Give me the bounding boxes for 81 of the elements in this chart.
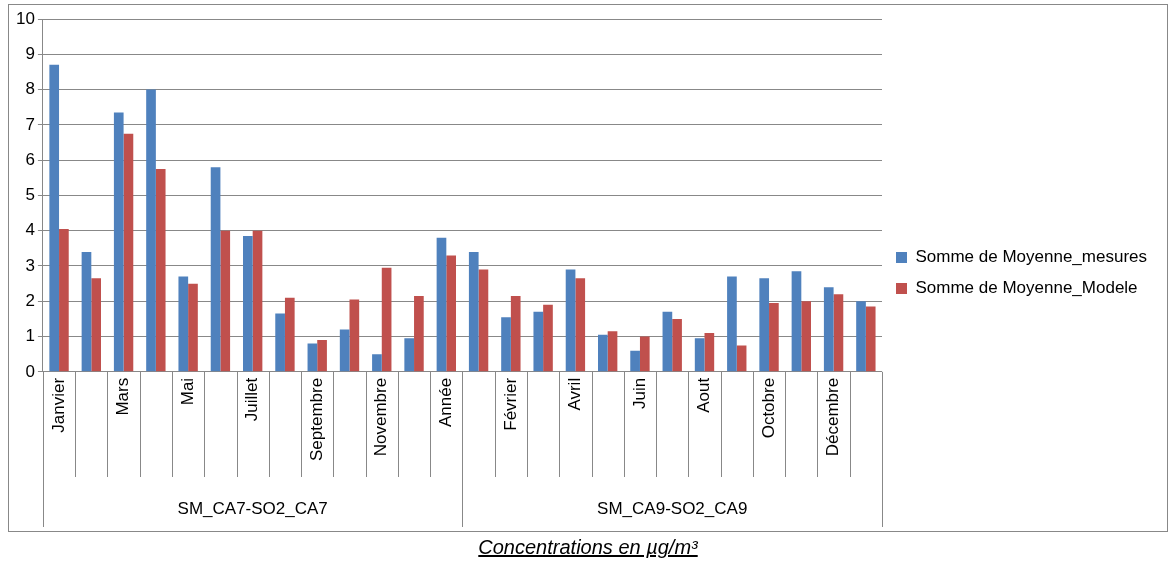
bar [769, 303, 779, 372]
bar [372, 354, 382, 372]
bar [607, 331, 618, 372]
bar [113, 112, 124, 372]
bar [436, 237, 447, 372]
bar [672, 318, 682, 372]
bar [252, 230, 263, 372]
bar [381, 267, 392, 372]
x-tick-label: Avril [565, 377, 585, 411]
x-tick-label: Janvier [48, 377, 68, 433]
bar [501, 317, 511, 372]
bar [801, 301, 811, 372]
bar [49, 64, 60, 372]
bar [823, 287, 834, 372]
bar [736, 345, 747, 372]
bar [662, 311, 673, 372]
bar [865, 306, 876, 372]
bar [639, 336, 650, 372]
y-tick-label: 6 [25, 149, 35, 169]
x-tick-label: Octobre [758, 377, 778, 439]
bar [220, 230, 231, 372]
x-tick-label: Février [500, 377, 520, 431]
y-tick-label: 4 [25, 220, 35, 240]
bar [414, 295, 424, 372]
x-tick-label: Décembre [823, 377, 843, 457]
bar [446, 255, 456, 372]
bar [210, 167, 221, 372]
x-tick-label: Juin [629, 377, 649, 410]
y-tick-label: 9 [25, 43, 35, 63]
bar [317, 340, 327, 372]
bar [575, 278, 586, 372]
bar [123, 133, 134, 372]
bar [704, 333, 715, 372]
bar [791, 271, 802, 372]
legend-label: Somme de Moyenne_mesures [915, 247, 1148, 267]
bar [856, 301, 866, 372]
bar [91, 278, 101, 372]
bar [243, 236, 253, 372]
x-tick-label: Année [436, 377, 456, 428]
bar [146, 89, 156, 372]
x-tick-label: Aout [694, 377, 714, 413]
y-tick-label: 10 [15, 8, 35, 28]
bar [349, 299, 360, 372]
bar [59, 228, 69, 372]
bar [275, 313, 285, 372]
x-tick-label: Mars [113, 377, 133, 416]
y-tick-label: 5 [25, 185, 35, 205]
bar [833, 294, 844, 372]
bar [533, 311, 544, 372]
bar [307, 343, 318, 372]
bar [598, 334, 608, 372]
y-tick-label: 2 [25, 290, 35, 310]
y-tick-label: 3 [25, 255, 35, 275]
bar [727, 276, 737, 372]
bar [468, 251, 479, 372]
legend-label: Somme de Moyenne_Modele [915, 278, 1138, 298]
y-tick-label: 0 [25, 361, 35, 381]
y-tick-label: 7 [25, 114, 35, 134]
bar [81, 251, 92, 372]
bar [565, 269, 576, 372]
bar [339, 329, 350, 372]
bar [188, 283, 198, 372]
text: SM_CA7-SO2_CA7 [177, 498, 328, 518]
x-tick-label: Septembre [306, 377, 326, 462]
x-tick-label: Juillet [242, 377, 262, 422]
bar [694, 338, 705, 372]
x-tick-label: Mai [177, 377, 197, 406]
text: SM_CA9-SO2_CA9 [597, 498, 748, 518]
x-axis-title: Concentrations en µg/m³ [477, 536, 699, 559]
x-tick-label: Novembre [371, 377, 391, 457]
bar [178, 276, 189, 372]
bar [478, 269, 489, 372]
bar [630, 350, 640, 372]
bar [759, 278, 770, 372]
bar [284, 297, 295, 372]
y-tick-label: 8 [25, 79, 35, 99]
bar [404, 338, 415, 372]
bar [543, 304, 553, 372]
bar [510, 295, 521, 372]
y-tick-label: 1 [25, 326, 35, 346]
bar [155, 168, 166, 372]
